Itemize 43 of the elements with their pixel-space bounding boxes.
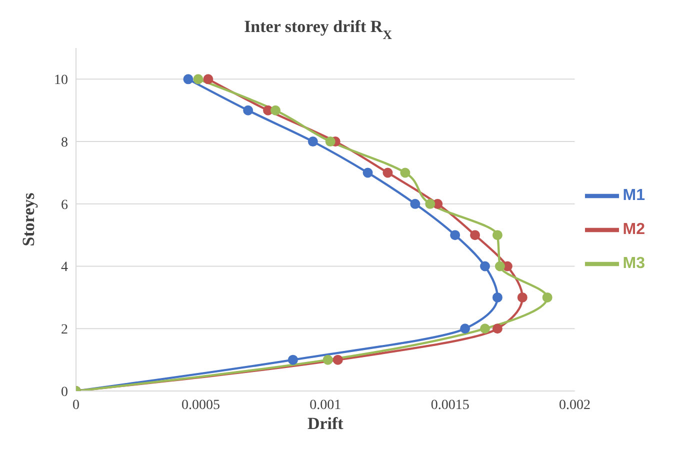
point xyxy=(270,105,281,116)
x-axis-title: Drift xyxy=(307,414,344,433)
point xyxy=(410,198,420,209)
point xyxy=(362,168,373,178)
x-tick-label: 0.002 xyxy=(559,398,591,413)
point xyxy=(308,136,318,147)
y-tick-label: 6 xyxy=(61,198,68,213)
y-tick-label: 8 xyxy=(61,136,68,151)
x-tick-label: 0 xyxy=(72,398,80,413)
point xyxy=(288,354,298,365)
y-tick-label: 4 xyxy=(61,260,68,276)
point xyxy=(450,230,460,240)
x-tick-label: 0.0015 xyxy=(430,398,470,413)
point xyxy=(542,292,552,302)
point xyxy=(492,324,502,334)
point xyxy=(332,354,343,365)
point xyxy=(460,324,470,334)
point xyxy=(322,354,333,365)
legend-label: M1 xyxy=(622,186,645,204)
chart-title: Inter storey drift R$_{X}$ xyxy=(244,17,393,42)
x-tick-label: 0.001 xyxy=(310,398,342,413)
point xyxy=(382,168,393,178)
point xyxy=(517,292,528,302)
y-tick-label: 0 xyxy=(61,384,68,400)
point xyxy=(470,230,480,240)
point xyxy=(492,230,502,240)
legend-label: M2 xyxy=(622,220,645,238)
point xyxy=(183,74,194,84)
point xyxy=(480,261,490,272)
point xyxy=(492,292,502,302)
point xyxy=(243,105,254,116)
point xyxy=(400,168,410,178)
x-tick-label: 0.0005 xyxy=(181,398,220,413)
point xyxy=(193,74,204,84)
point xyxy=(203,74,214,84)
y-axis-title: Storeys xyxy=(19,192,38,246)
point xyxy=(494,261,505,272)
point xyxy=(425,198,436,209)
point xyxy=(480,324,490,334)
y-tick-label: 10 xyxy=(54,73,68,88)
point xyxy=(325,136,336,147)
y-tick-label: 2 xyxy=(61,322,68,338)
legend-label: M3 xyxy=(622,254,645,272)
